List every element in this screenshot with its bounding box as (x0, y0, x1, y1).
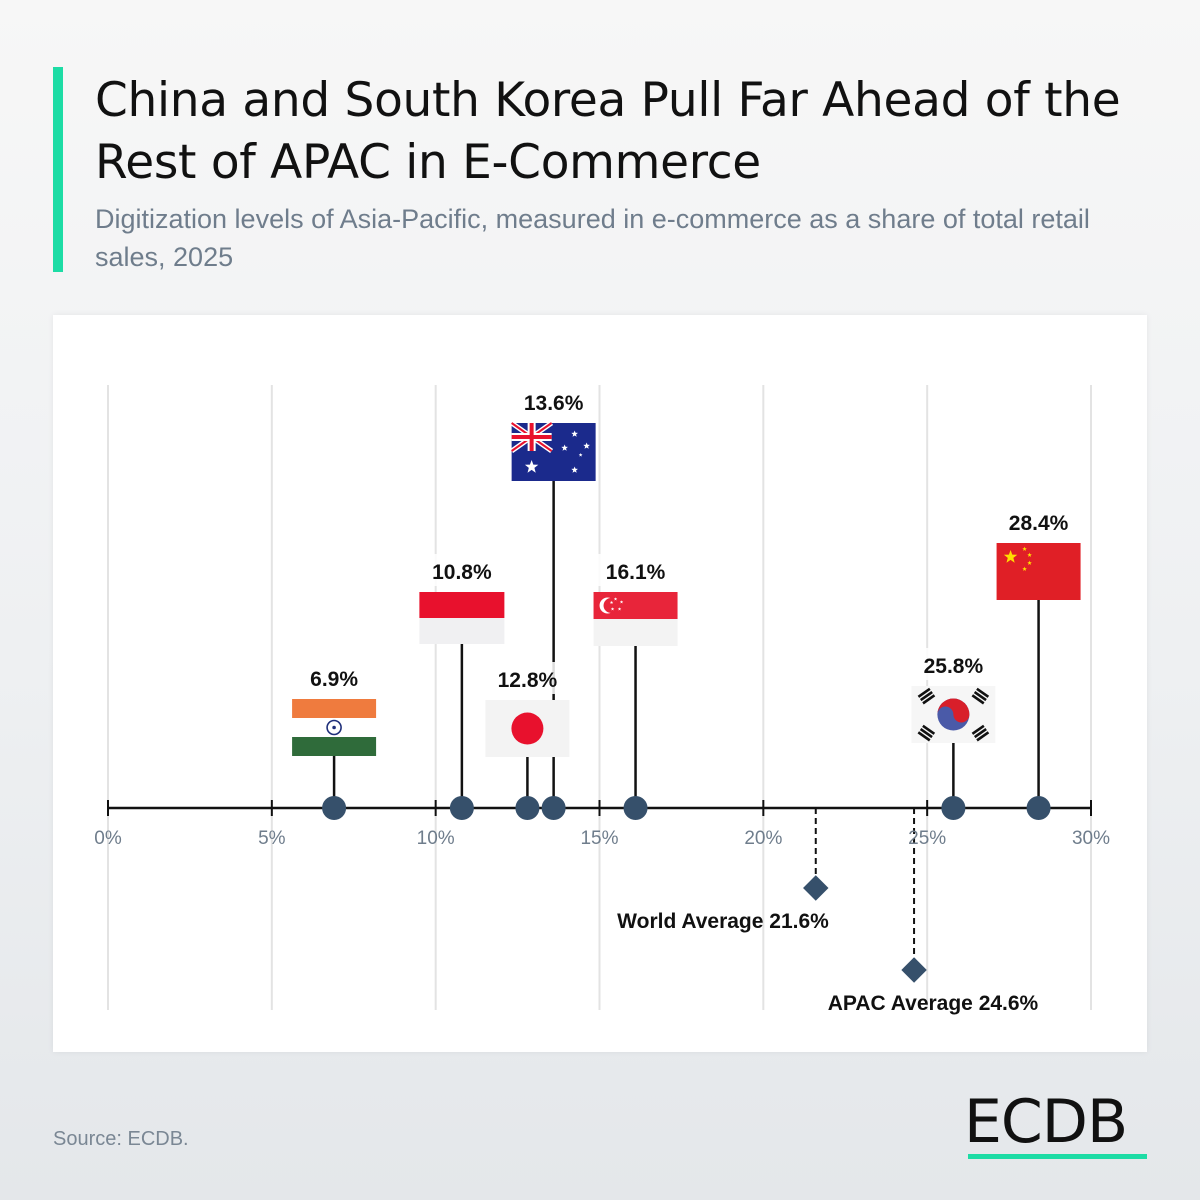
data-point (623, 796, 648, 820)
average-marker (901, 957, 927, 983)
indonesia-flag-icon (419, 592, 505, 644)
x-tick-label: 20% (744, 828, 782, 849)
data-point (449, 796, 474, 820)
source-note: Source: ECDB. (53, 1128, 189, 1150)
average-label: APAC Average 24.6% (828, 992, 1039, 1015)
x-tick-label: 0% (94, 828, 122, 849)
chart-subtitle: Digitization levels of Asia-Pacific, mea… (95, 204, 1090, 272)
data-label: 16.1% (606, 561, 666, 584)
x-tick-label: 25% (908, 828, 946, 849)
data-point (515, 796, 540, 820)
title-accent-bar (53, 67, 63, 272)
data-label: 12.8% (498, 669, 558, 692)
japan-flag-icon (485, 700, 570, 757)
ecdb-logo-text: ECDB (964, 1087, 1128, 1157)
south-korea-flag-icon (911, 686, 996, 743)
data-point (1026, 796, 1051, 820)
data-label-bg (421, 554, 502, 586)
data-point (541, 796, 566, 820)
chart-card: 0% 5% 10% 15% 20% 25% 30% 6.9% 10.8% 12.8% 13.6% 16… (53, 315, 1147, 1052)
data-label-bg (513, 385, 594, 417)
india-flag-icon (292, 699, 377, 756)
x-tick-label: 30% (1072, 828, 1110, 849)
data-label: 28.4% (1009, 512, 1069, 535)
data-label: 6.9% (310, 668, 358, 691)
x-tick-label: 15% (580, 828, 618, 849)
data-label: 13.6% (524, 392, 584, 415)
digitization-chart: 0% 5% 10% 15% 20% 25% 30% 6.9% 10.8% 12.8% 13.6% 16… (94, 385, 1110, 1015)
average-label: World Average 21.6% (617, 910, 829, 933)
x-tick-label: 10% (417, 828, 455, 849)
singapore-flag-icon (593, 592, 678, 646)
x-tick-label: 5% (258, 828, 286, 849)
data-label-bg (998, 505, 1079, 537)
data-label-bg (487, 662, 568, 694)
average-marker (803, 875, 829, 901)
australia-flag-icon (510, 420, 596, 481)
chart-title: China and South Korea Pull Far Ahead of … (95, 73, 1121, 190)
data-label-bg (913, 648, 994, 680)
data-point (941, 796, 966, 820)
data-label: 25.8% (924, 655, 984, 678)
ecdb-logo-underline (968, 1154, 1147, 1159)
data-point (322, 796, 347, 820)
data-label: 10.8% (432, 561, 492, 584)
ecdb-logo: ECDB (964, 1092, 1147, 1160)
data-label-bg (595, 554, 676, 586)
china-flag-icon (996, 543, 1081, 600)
data-label-bg (294, 661, 375, 693)
